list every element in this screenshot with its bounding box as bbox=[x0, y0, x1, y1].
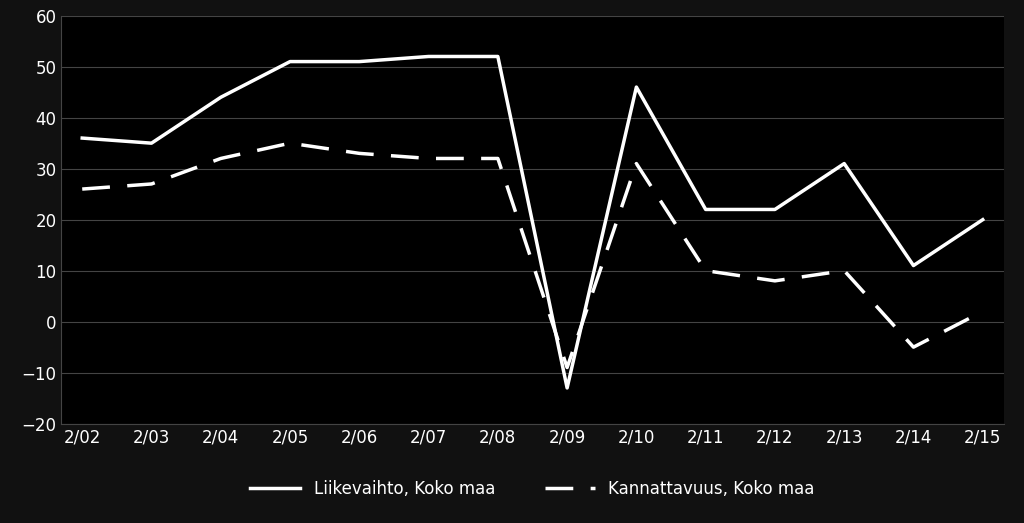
Kannattavuus, Koko maa bbox=[977, 309, 989, 315]
Liikevaihto, Koko maa bbox=[838, 161, 850, 167]
Kannattavuus, Koko maa bbox=[699, 268, 712, 274]
Liikevaihto, Koko maa bbox=[215, 94, 227, 100]
Kannattavuus, Koko maa bbox=[423, 155, 435, 162]
Kannattavuus, Koko maa bbox=[215, 155, 227, 162]
Kannattavuus, Koko maa bbox=[353, 150, 366, 156]
Legend: Liikevaihto, Koko maa, Kannattavuus, Koko maa: Liikevaihto, Koko maa, Kannattavuus, Kok… bbox=[244, 474, 821, 505]
Kannattavuus, Koko maa bbox=[630, 161, 642, 167]
Liikevaihto, Koko maa bbox=[561, 385, 573, 391]
Liikevaihto, Koko maa bbox=[907, 263, 920, 269]
Liikevaihto, Koko maa bbox=[977, 217, 989, 223]
Kannattavuus, Koko maa bbox=[145, 181, 158, 187]
Line: Kannattavuus, Koko maa: Kannattavuus, Koko maa bbox=[82, 143, 983, 368]
Kannattavuus, Koko maa bbox=[284, 140, 296, 146]
Liikevaihto, Koko maa bbox=[492, 53, 504, 60]
Kannattavuus, Koko maa bbox=[561, 365, 573, 371]
Liikevaihto, Koko maa bbox=[284, 59, 296, 65]
Kannattavuus, Koko maa bbox=[907, 344, 920, 350]
Line: Liikevaihto, Koko maa: Liikevaihto, Koko maa bbox=[82, 56, 983, 388]
Liikevaihto, Koko maa bbox=[145, 140, 158, 146]
Kannattavuus, Koko maa bbox=[838, 268, 850, 274]
Liikevaihto, Koko maa bbox=[630, 84, 642, 90]
Kannattavuus, Koko maa bbox=[76, 186, 88, 192]
Kannattavuus, Koko maa bbox=[769, 278, 781, 284]
Liikevaihto, Koko maa bbox=[423, 53, 435, 60]
Liikevaihto, Koko maa bbox=[699, 207, 712, 213]
Liikevaihto, Koko maa bbox=[769, 207, 781, 213]
Liikevaihto, Koko maa bbox=[76, 135, 88, 141]
Liikevaihto, Koko maa bbox=[353, 59, 366, 65]
Kannattavuus, Koko maa bbox=[492, 155, 504, 162]
